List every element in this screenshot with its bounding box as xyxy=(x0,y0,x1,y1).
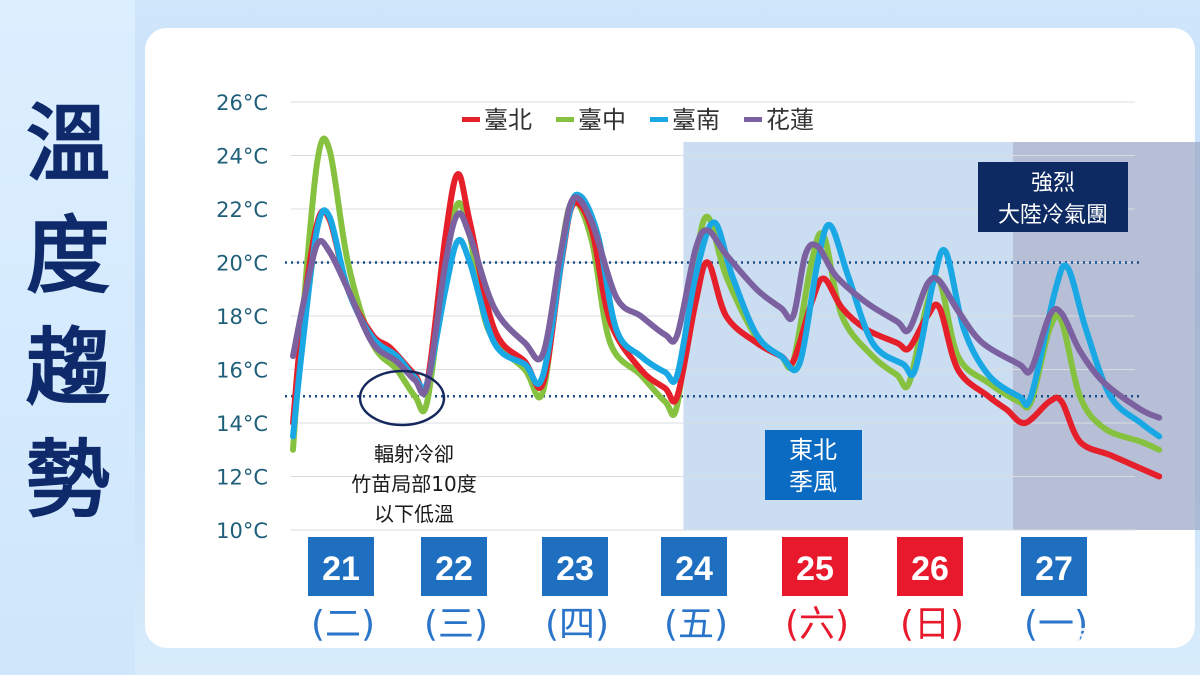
legend-swatch xyxy=(462,117,480,122)
date-label: 25 xyxy=(796,550,834,588)
y-tick-label: 14°C xyxy=(216,412,268,436)
y-tick-label: 10°C xyxy=(216,519,268,543)
date-label: 26 xyxy=(911,550,949,588)
legend-swatch xyxy=(556,117,574,122)
y-tick-label: 26°C xyxy=(216,91,268,115)
cold-air-label-box xyxy=(978,162,1128,232)
y-tick-label: 16°C xyxy=(216,359,268,383)
monsoon-label: 東北 xyxy=(789,436,837,464)
y-tick-label: 24°C xyxy=(216,145,268,169)
cold-air-label: 大陸冷氣團 xyxy=(998,203,1108,228)
title-char: 度 xyxy=(25,207,110,305)
monsoon-label-box xyxy=(765,430,862,500)
weekday-label: (四) xyxy=(545,604,609,645)
weekday-label: (二) xyxy=(311,604,375,645)
date-box xyxy=(308,537,374,596)
date-label: 21 xyxy=(322,550,360,588)
y-tick-label: 12°C xyxy=(216,466,268,490)
title-char: 勢 xyxy=(25,431,110,529)
watermark: WEATHER xyxy=(1052,624,1168,648)
weekday-label: (六) xyxy=(785,604,849,645)
side-panel xyxy=(0,0,135,675)
date-box xyxy=(782,537,848,596)
legend-label: 臺南 xyxy=(672,106,720,134)
title-char: 趨 xyxy=(25,319,110,417)
cold-air-label: 強烈 xyxy=(1031,171,1075,196)
weekday-label: (一) xyxy=(1024,604,1088,645)
monsoon-label: 季風 xyxy=(789,468,837,496)
date-box xyxy=(661,537,727,596)
date-label: 27 xyxy=(1035,550,1073,588)
radiative-cooling-note: 竹苗局部10度 xyxy=(351,472,476,496)
radiative-cooling-note: 輻射冷卻 xyxy=(374,442,454,466)
legend-label: 臺中 xyxy=(578,106,626,134)
date-label: 22 xyxy=(435,550,473,588)
legend-swatch xyxy=(744,117,762,122)
weekday-label: (三) xyxy=(424,604,488,645)
radiative-cooling-note: 以下低溫 xyxy=(374,502,454,526)
legend-label: 臺北 xyxy=(484,106,532,134)
date-box xyxy=(542,537,608,596)
date-label: 24 xyxy=(675,550,713,588)
y-tick-label: 20°C xyxy=(216,252,268,276)
page-title: 溫 度 趨 勢 xyxy=(18,88,118,536)
date-box xyxy=(421,537,487,596)
date-box xyxy=(897,537,963,596)
title-char: 溫 xyxy=(25,95,110,193)
date-box xyxy=(1021,537,1087,596)
radiative-cooling-circle xyxy=(358,369,446,427)
weekday-label: (五) xyxy=(664,604,728,645)
y-tick-label: 22°C xyxy=(216,198,268,222)
weekday-label: (日) xyxy=(900,604,964,645)
date-label: 23 xyxy=(556,550,594,588)
legend-label: 花蓮 xyxy=(766,106,814,134)
y-tick-label: 18°C xyxy=(216,305,268,329)
legend-swatch xyxy=(650,117,668,122)
series-line-花蓮 xyxy=(290,194,1163,421)
